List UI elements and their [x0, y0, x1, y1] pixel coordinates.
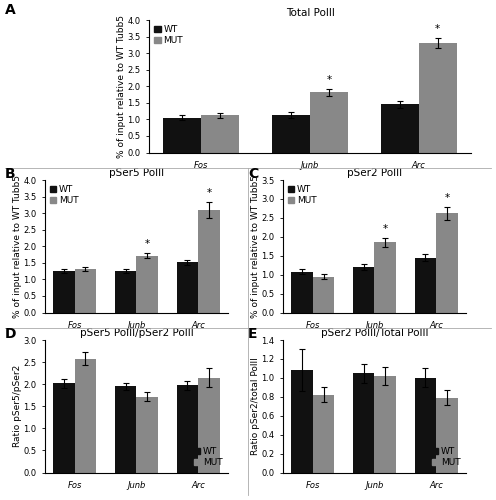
- Y-axis label: % of input relative to WT Tubb5: % of input relative to WT Tubb5: [13, 175, 22, 318]
- Bar: [198, 378, 220, 472]
- Bar: [177, 386, 198, 472]
- Title: pSer2 PolII/Total PolII: pSer2 PolII/Total PolII: [321, 328, 428, 338]
- Title: Total PolII: Total PolII: [286, 8, 334, 18]
- Bar: [312, 395, 334, 472]
- Bar: [353, 373, 374, 472]
- Bar: [177, 262, 198, 312]
- Bar: [291, 272, 312, 312]
- Bar: [374, 242, 396, 312]
- Text: B: B: [5, 168, 15, 181]
- Text: D: D: [5, 328, 16, 342]
- Legend: WT, MUT: WT, MUT: [431, 446, 462, 468]
- Y-axis label: Ratio pSer2/total PolII: Ratio pSer2/total PolII: [251, 358, 260, 455]
- Text: C: C: [248, 168, 258, 181]
- Text: *: *: [435, 24, 440, 34]
- Title: pSer5 PolII: pSer5 PolII: [109, 168, 164, 178]
- Bar: [201, 116, 240, 152]
- Legend: WT, MUT: WT, MUT: [153, 24, 184, 46]
- Bar: [74, 270, 96, 312]
- Bar: [436, 398, 458, 472]
- Title: pSer5 PolII/pSer2 PolII: pSer5 PolII/pSer2 PolII: [79, 328, 193, 338]
- Text: *: *: [145, 239, 150, 249]
- Bar: [415, 258, 436, 312]
- Bar: [198, 210, 220, 312]
- Bar: [136, 396, 158, 472]
- Bar: [74, 358, 96, 472]
- Bar: [419, 43, 456, 152]
- Bar: [53, 271, 74, 312]
- Bar: [136, 256, 158, 312]
- Bar: [374, 376, 396, 472]
- Text: *: *: [444, 192, 450, 202]
- Y-axis label: % of input relative to WT Tubb5: % of input relative to WT Tubb5: [117, 14, 126, 158]
- Legend: WT, MUT: WT, MUT: [193, 446, 224, 468]
- Y-axis label: Ratio pSer5/pSer2: Ratio pSer5/pSer2: [13, 365, 22, 448]
- Bar: [115, 386, 136, 472]
- Bar: [380, 104, 419, 152]
- Legend: WT, MUT: WT, MUT: [287, 184, 318, 206]
- Y-axis label: % of input relative to WT Tubb5: % of input relative to WT Tubb5: [251, 175, 260, 318]
- Text: *: *: [383, 224, 388, 234]
- Bar: [272, 115, 310, 152]
- Text: A: A: [5, 2, 16, 16]
- Bar: [436, 214, 458, 312]
- Text: E: E: [248, 328, 257, 342]
- Legend: WT, MUT: WT, MUT: [49, 184, 80, 206]
- Bar: [53, 384, 74, 472]
- Bar: [115, 271, 136, 312]
- Bar: [415, 378, 436, 472]
- Text: *: *: [206, 188, 212, 198]
- Bar: [310, 92, 348, 152]
- Text: *: *: [326, 75, 331, 85]
- Bar: [312, 276, 334, 312]
- Bar: [164, 118, 201, 152]
- Bar: [353, 267, 374, 312]
- Bar: [291, 370, 312, 472]
- Title: pSer2 PolII: pSer2 PolII: [347, 168, 402, 178]
